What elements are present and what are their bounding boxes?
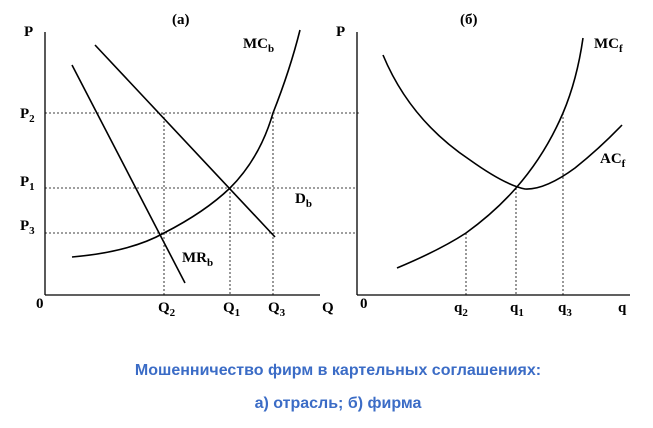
curve-label: ACf [600, 151, 626, 170]
label-sub: 1 [518, 307, 524, 319]
quantity-label: Q2 [158, 300, 176, 319]
label-sub: 3 [566, 307, 572, 319]
panel-title: (б) [460, 12, 478, 28]
label-main: P [20, 106, 29, 122]
curve-label: MCf [594, 36, 623, 55]
price-label: P2 [20, 106, 35, 125]
origin-label: 0 [36, 296, 44, 312]
label-sub: b [207, 257, 213, 269]
label-main: D [295, 191, 306, 207]
label-sub: f [619, 43, 623, 55]
x-axis-label: Q [322, 300, 334, 316]
label-main: P [20, 174, 29, 190]
label-sub: 3 [280, 307, 286, 319]
curve-label: MRb [182, 250, 213, 269]
price-label: P3 [20, 218, 35, 237]
label-sub: 1 [29, 181, 35, 193]
label-sub: f [622, 158, 626, 170]
quantity-label: q3 [558, 300, 572, 319]
quantity-label: Q3 [268, 300, 286, 319]
demand-curve [94, 44, 276, 238]
caption: а) отрасль; б) фирма [255, 395, 422, 412]
label-main: q [454, 300, 463, 316]
quantity-label: q1 [510, 300, 524, 319]
mc-curve [396, 37, 584, 269]
mc-curve [71, 29, 301, 258]
label-main: MR [182, 250, 207, 266]
y-axis-label: P [24, 24, 33, 40]
quantity-label: Q1 [223, 300, 240, 319]
guide-lines [45, 112, 360, 295]
label-sub: 1 [235, 307, 241, 319]
label-main: Q [223, 300, 235, 316]
panel-b: (б) P 0 q q2 q1 q3 MCf ACf [336, 12, 630, 319]
price-label: P1 [20, 174, 35, 193]
label-main: P [20, 218, 29, 234]
panel-title: (а) [172, 12, 190, 28]
ac-curve [382, 54, 623, 190]
label-main: Q [268, 300, 280, 316]
label-sub: 2 [170, 307, 176, 319]
label-main: q [558, 300, 567, 316]
label-main: MC [594, 36, 619, 52]
label-main: Q [158, 300, 170, 316]
label-sub: 2 [29, 113, 35, 125]
caption: Мошенничество фирм в картельных соглашен… [135, 362, 541, 379]
label-main: AC [600, 151, 622, 167]
mr-curve [71, 64, 186, 284]
label-main: q [510, 300, 519, 316]
label-sub: b [268, 43, 274, 55]
x-axis-label: q [618, 300, 627, 316]
label-main: MC [243, 36, 268, 52]
origin-label: 0 [360, 296, 368, 312]
guide-lines [465, 113, 564, 295]
curve-label: Db [295, 191, 312, 210]
panel-a: (а) P 0 Q P2 P1 P3 Q2 Q1 Q3 MCb Db MRb [20, 12, 360, 319]
label-sub: b [306, 198, 312, 210]
curve-label: MCb [243, 36, 274, 55]
label-sub: 3 [29, 225, 35, 237]
label-sub: 2 [462, 307, 468, 319]
quantity-label: q2 [454, 300, 468, 319]
y-axis-label: P [336, 24, 345, 40]
